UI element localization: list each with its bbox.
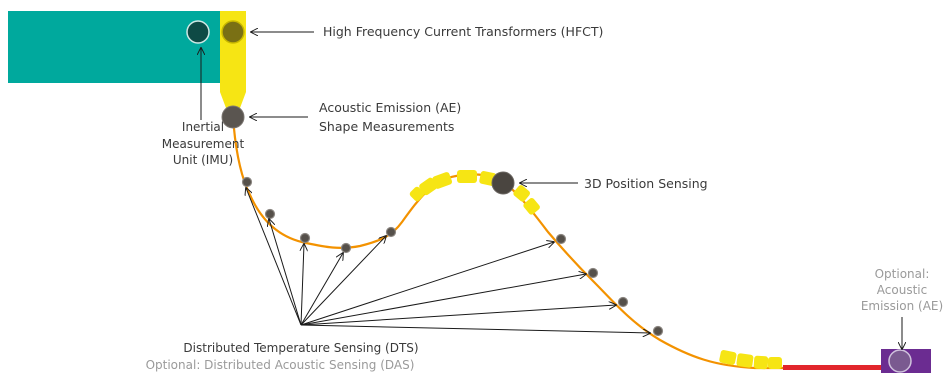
hfct-label: High Frequency Current Transformers (HFC… [323, 24, 603, 39]
yellow-segments-tail [719, 350, 782, 370]
end-ae-sensor-icon [888, 349, 912, 373]
dts-arrows [246, 188, 650, 333]
position-sensor-icon [491, 171, 515, 195]
opt-ae-label-line2: Acoustic [877, 283, 927, 297]
dts-sensor-dots [241, 176, 664, 337]
opt-ae-label-line1: Optional: [875, 267, 930, 281]
red-segment [783, 365, 881, 370]
catheter-taper [220, 92, 246, 108]
pos3d-label: 3D Position Sensing [584, 176, 708, 191]
cable [231, 116, 790, 370]
ae-sensor-icon [221, 105, 245, 129]
opt-ae-label-line3: Emission (AE) [861, 299, 943, 313]
dts-label: Distributed Temperature Sensing (DTS) [183, 341, 418, 355]
imu-sensor-icon [186, 20, 210, 44]
imu-label-line3: Unit (IMU) [173, 153, 233, 167]
ae-label-line1: Acoustic Emission (AE) [319, 100, 461, 115]
das-label: Optional: Distributed Acoustic Sensing (… [146, 358, 415, 372]
hfct-sensor-icon [221, 20, 245, 44]
imu-label-line1: Inertial [182, 120, 224, 134]
ae-label-line2: Shape Measurements [319, 119, 454, 134]
imu-label-line2: Measurement [162, 137, 245, 151]
vessel-block [8, 11, 220, 83]
yellow-segments-arch [409, 170, 540, 215]
